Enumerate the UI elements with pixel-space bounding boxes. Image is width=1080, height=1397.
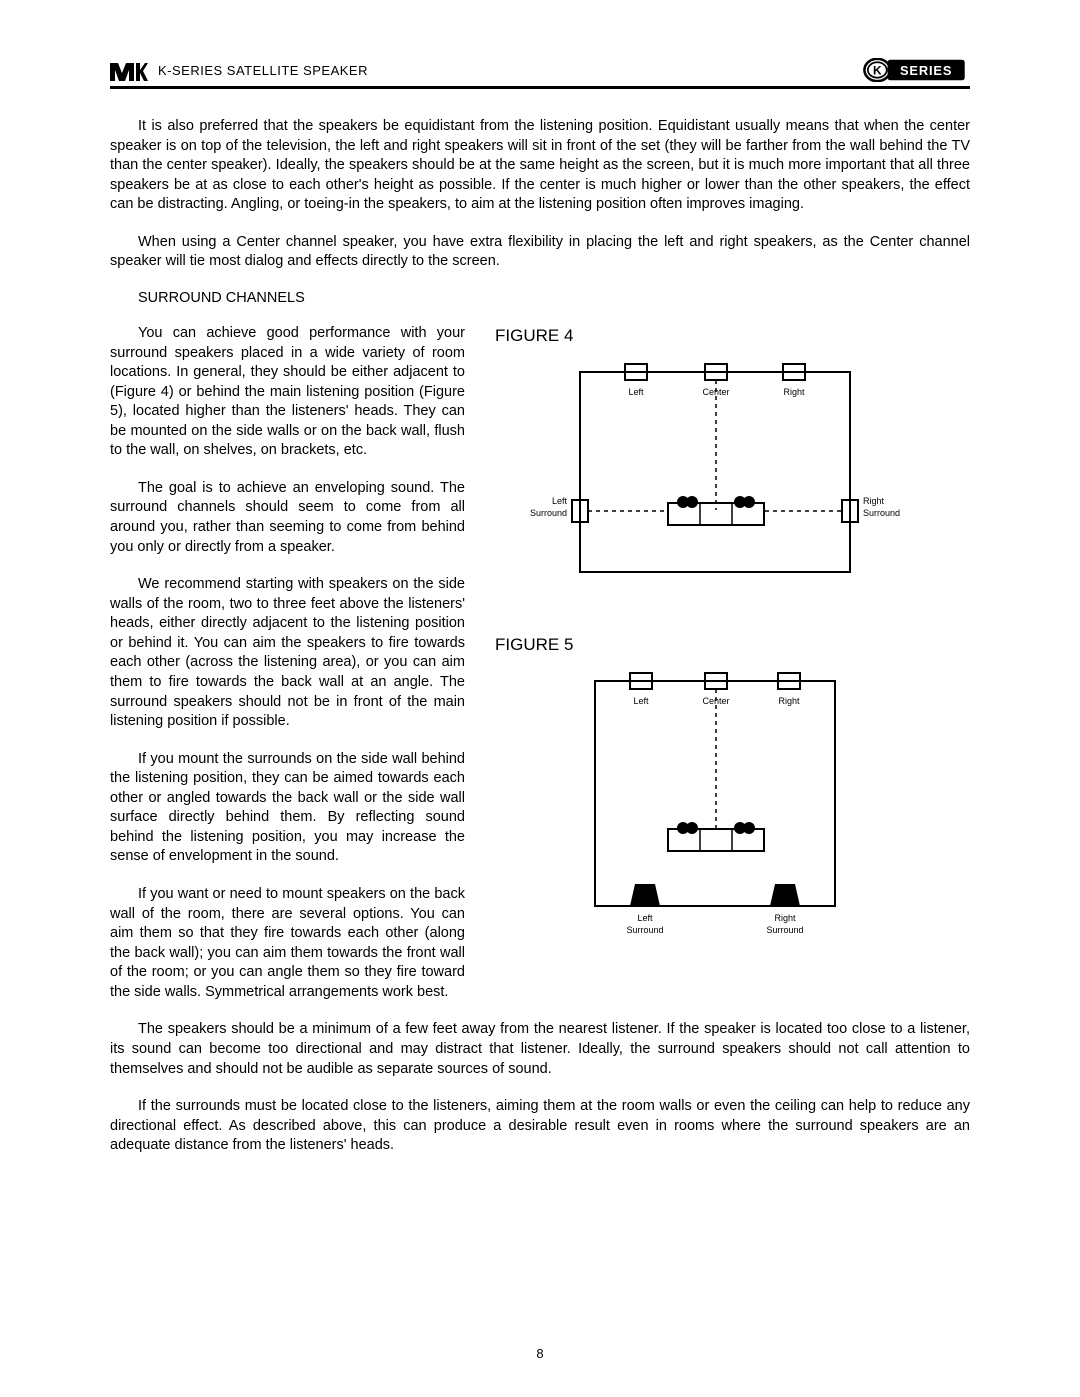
- fig5-label-left: Left: [633, 696, 649, 706]
- paragraph-8: The speakers should be a minimum of a fe…: [110, 1020, 970, 1079]
- column-left: You can achieve good performance with yo…: [110, 324, 465, 1020]
- figure-5-title: FIGURE 5: [495, 635, 970, 655]
- fig5-label-rs2: Surround: [766, 925, 803, 935]
- fig4-label-ls2: Surround: [530, 508, 567, 518]
- paragraph-7: If you want or need to mount speakers on…: [110, 885, 465, 1002]
- fig4-label-left: Left: [628, 387, 644, 397]
- mk-logo-icon: [110, 59, 148, 81]
- fig5-label-right: Right: [778, 696, 800, 706]
- heading-surround-channels: SURROUND CHANNELS: [110, 290, 970, 306]
- page-header: K-SERIES SATELLITE SPEAKER K SERIES: [110, 58, 970, 89]
- figure-4-diagram: Left Center Right: [525, 360, 970, 595]
- brand-text: SERIES: [900, 63, 952, 78]
- paragraph-9: If the surrounds must be located close t…: [110, 1097, 970, 1156]
- paragraph-5: We recommend starting with speakers on t…: [110, 575, 465, 732]
- svg-text:K: K: [873, 63, 882, 77]
- k-series-logo-icon: K SERIES: [860, 58, 970, 82]
- paragraph-3: You can achieve good performance with yo…: [110, 324, 465, 461]
- two-column-layout: You can achieve good performance with yo…: [110, 324, 970, 1020]
- fig4-label-rs1: Right: [863, 496, 885, 506]
- fig4-label-ls1: Left: [552, 496, 568, 506]
- column-right: FIGURE 4 Left Center Right: [495, 324, 970, 1020]
- fig4-label-right: Right: [783, 387, 805, 397]
- fig5-label-ls1: Left: [637, 913, 653, 923]
- fig5-label-ls2: Surround: [626, 925, 663, 935]
- paragraph-2: When using a Center channel speaker, you…: [110, 233, 970, 272]
- fig5-label-rs1: Right: [774, 913, 796, 923]
- header-title: K-SERIES SATELLITE SPEAKER: [158, 63, 368, 78]
- figure-5-diagram: Left Center Right: [525, 669, 970, 954]
- figure-4-title: FIGURE 4: [495, 326, 970, 346]
- paragraph-4: The goal is to achieve an enveloping sou…: [110, 479, 465, 557]
- paragraph-1: It is also preferred that the speakers b…: [110, 117, 970, 215]
- fig4-label-rs2: Surround: [863, 508, 900, 518]
- page: K-SERIES SATELLITE SPEAKER K SERIES It i…: [0, 0, 1080, 1397]
- paragraph-6: If you mount the surrounds on the side w…: [110, 750, 465, 867]
- page-number: 8: [0, 1346, 1080, 1361]
